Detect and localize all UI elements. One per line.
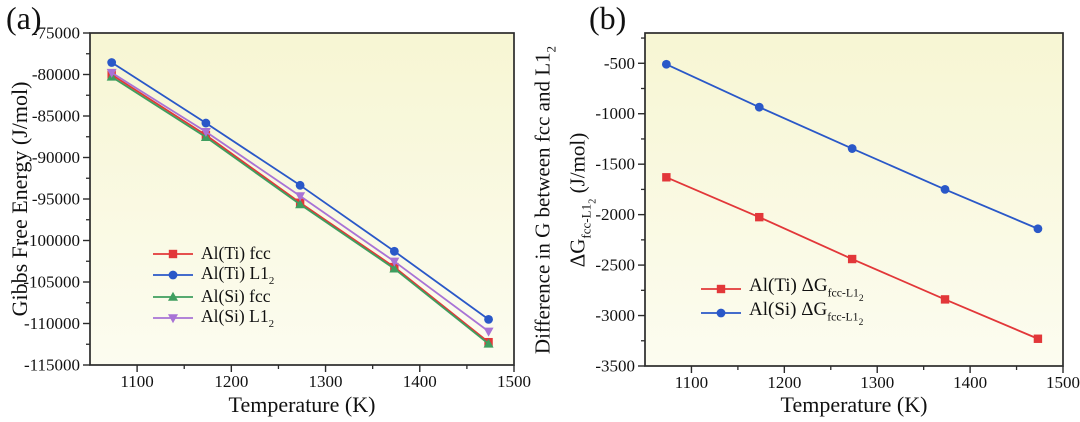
series-point-al-ti-dg	[940, 295, 950, 304]
series-point-al-si-dg	[1033, 224, 1043, 234]
series-point-al-si-l12	[483, 327, 494, 337]
legend-item-al-ti-dg: Al(Ti) ΔGfcc-L12	[700, 274, 864, 304]
legend-marker-circle-icon	[701, 308, 741, 318]
legend-item-al-ti-l12: Al(Ti) L12	[152, 263, 275, 288]
panel-b-legend: Al(Ti) ΔGfcc-L12 Al(Si) ΔGfcc-L12	[700, 274, 864, 328]
legend-marker-square-icon	[701, 284, 741, 294]
series-point-al-si-l12	[200, 127, 211, 137]
y-tick-label: -85000	[32, 107, 80, 126]
y-tick-label: -3500	[595, 357, 635, 376]
panel-b-x-axis-title: Temperature (K)	[780, 392, 928, 417]
legend-marker-triangle-down-icon	[153, 314, 193, 324]
legend-label-al-ti-l12: Al(Ti) L12	[201, 263, 275, 288]
legend-marker-al-si-fcc	[168, 291, 178, 301]
series-point-al-si-l12	[106, 68, 117, 78]
y-tick-label: -110000	[24, 314, 80, 333]
x-tick-label: 1400	[403, 372, 437, 391]
legend-marker-square-icon	[153, 249, 193, 258]
x-tick-label: 1300	[309, 372, 343, 391]
y-tick-label: -105000	[23, 273, 80, 292]
legend-marker-triangle-up-icon	[153, 291, 193, 301]
y-tick-label: -115000	[24, 356, 80, 375]
panel-b-frame	[644, 32, 1064, 367]
panel-b-y-axis-title-line2: ΔGfcc-L12 (J/mol)	[565, 132, 599, 268]
series-point-al-si-dg	[754, 102, 764, 112]
panel-a-legend: Al(Ti) fcc Al(Ti) L12 Al(Si) fcc Al(Si) L12	[152, 243, 275, 331]
legend-label-al-si-dg: Al(Si) ΔGfcc-L12	[749, 298, 864, 328]
panel-b-plot-area	[645, 33, 1063, 366]
legend-label-al-si-fcc: Al(Si) fcc	[201, 286, 271, 307]
series-point-al-ti-l12	[295, 180, 305, 190]
series-point-al-ti-l12	[389, 246, 399, 256]
legend-marker-circle-icon	[153, 270, 193, 280]
series-point-al-si-fcc	[483, 338, 494, 348]
panel-a-x-axis-title: Temperature (K)	[228, 392, 376, 417]
y-tick-label: -3000	[595, 306, 635, 325]
series-point-al-si-fcc	[295, 199, 306, 209]
panel-b-y-axis-title: Difference in G between fcc and L12 ΔGfc…	[530, 46, 607, 354]
legend-item-al-ti-fcc: Al(Ti) fcc	[152, 243, 274, 265]
legend-marker-al-ti-dg	[716, 284, 726, 294]
panel-a-frame	[89, 32, 515, 366]
panel-b-y-axis-title-line1: Difference in G between fcc and L12	[530, 45, 559, 355]
series-point-al-ti-dg	[662, 173, 671, 182]
x-tick-label: 1500	[497, 372, 531, 391]
legend-label-al-si-l12: Al(Si) L12	[201, 306, 274, 331]
x-tick-label: 1200	[214, 372, 248, 391]
series-point-al-ti-dg	[755, 212, 764, 222]
y-tick-label: -95000	[32, 190, 80, 209]
series-point-al-si-fcc	[389, 263, 400, 273]
y-tick-label: -100000	[23, 231, 80, 250]
legend-label-al-ti-dg: Al(Ti) ΔGfcc-L12	[749, 274, 864, 304]
panel-a-y-axis-title: Gibbs Free Energy (J/mol)	[7, 81, 32, 317]
legend-marker-al-ti-fcc	[168, 249, 178, 258]
y-tick-label: -2500	[595, 256, 635, 275]
legend-item-al-si-fcc: Al(Si) fcc	[152, 286, 274, 308]
x-tick-label: 1100	[120, 372, 153, 391]
legend-marker-al-ti-l12	[168, 270, 178, 280]
legend-item-al-si-l12: Al(Si) L12	[152, 306, 274, 331]
x-tick-label: 1300	[860, 373, 894, 392]
y-tick-label: -2000	[595, 205, 635, 224]
y-tick-label: -80000	[32, 65, 80, 84]
series-point-al-si-l12	[389, 257, 400, 267]
series-point-al-si-dg	[847, 144, 857, 153]
panel-b-label: (b)	[589, 0, 627, 36]
series-point-al-ti-dg	[847, 254, 857, 264]
panel-a-label: (a)	[6, 0, 42, 36]
legend-item-al-si-dg: Al(Si) ΔGfcc-L12	[700, 298, 864, 328]
series-point-al-si-dg	[940, 185, 950, 194]
y-tick-label: -90000	[32, 148, 80, 167]
legend-marker-al-si-dg	[716, 308, 726, 318]
series-point-al-si-dg	[661, 59, 671, 69]
legend-label-al-ti-fcc: Al(Ti) fcc	[201, 243, 271, 264]
x-tick-label: 1200	[767, 373, 801, 392]
y-tick-label: -1500	[595, 155, 635, 174]
x-tick-label: 1400	[953, 373, 987, 392]
series-point-al-ti-l12	[107, 58, 117, 67]
y-tick-label: -500	[604, 54, 635, 73]
series-point-al-ti-l12	[201, 118, 211, 128]
series-point-al-ti-dg	[1033, 334, 1043, 343]
x-tick-label: 1100	[675, 373, 708, 392]
series-point-al-ti-l12	[484, 314, 493, 324]
y-tick-label: -75000	[32, 24, 80, 43]
y-tick-label: -1000	[595, 104, 635, 123]
x-tick-label: 1500	[1046, 373, 1080, 392]
series-point-al-si-l12	[295, 192, 306, 202]
legend-marker-al-si-l12	[168, 314, 178, 324]
